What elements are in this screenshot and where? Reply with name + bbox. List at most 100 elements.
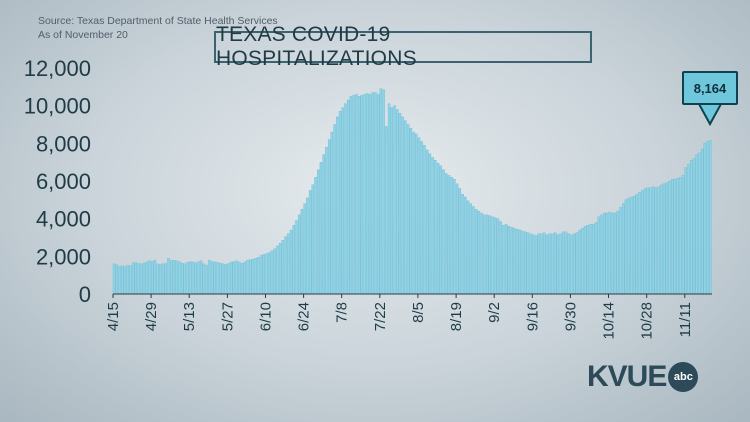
bar	[406, 124, 410, 295]
bar	[352, 95, 355, 295]
bar	[398, 113, 402, 295]
x-tick-label: 6/24	[296, 302, 313, 331]
bar	[289, 229, 293, 295]
bar	[221, 263, 225, 295]
bar	[681, 175, 685, 295]
bar	[635, 194, 639, 295]
bar	[703, 143, 707, 295]
bar	[142, 262, 146, 295]
bar	[118, 265, 121, 295]
y-axis: 0 2,000 4,000 6,000 8,000 10,000 12,000	[24, 56, 91, 307]
bar	[322, 154, 325, 295]
bar	[161, 263, 165, 295]
station-logo: KVUE abc	[587, 360, 699, 394]
bar	[630, 196, 633, 295]
x-tick-label: 5/13	[181, 302, 198, 331]
bar	[227, 263, 230, 295]
x-tick-label: 10/14	[601, 302, 618, 340]
callout-arrow-icon	[697, 103, 723, 127]
bar	[300, 209, 304, 295]
bar	[684, 167, 688, 295]
bar	[671, 178, 674, 295]
bar	[592, 224, 595, 295]
bar	[123, 266, 127, 295]
bar	[638, 192, 641, 295]
bar	[287, 233, 290, 295]
bar	[317, 169, 320, 295]
bar	[466, 200, 470, 295]
bar	[654, 187, 658, 295]
bar	[537, 233, 541, 295]
bar	[521, 230, 524, 295]
bar	[510, 226, 513, 295]
bar	[491, 216, 494, 295]
bar	[150, 261, 154, 295]
y-tick-label: 8,000	[36, 131, 91, 156]
bar	[605, 212, 609, 295]
bar	[213, 261, 217, 295]
bar	[567, 233, 570, 295]
bar	[472, 206, 475, 295]
bar	[564, 231, 568, 295]
bar	[240, 262, 244, 295]
bar	[518, 229, 521, 295]
bar	[425, 149, 429, 295]
bar	[284, 236, 287, 295]
bar	[602, 212, 606, 295]
bar	[355, 94, 358, 295]
bar	[167, 258, 170, 295]
bar	[581, 227, 584, 295]
bar	[676, 178, 679, 295]
bar	[657, 186, 660, 295]
bar	[219, 262, 222, 295]
bar	[404, 120, 407, 295]
bar	[436, 162, 440, 295]
bar	[278, 242, 282, 295]
bar	[597, 216, 600, 295]
bar	[589, 224, 592, 295]
bar	[496, 218, 500, 295]
bar	[134, 262, 138, 295]
bar	[494, 217, 497, 295]
latest-value-callout: 8,164	[682, 71, 738, 105]
bar	[529, 233, 532, 295]
bar	[229, 261, 233, 295]
bar	[651, 186, 655, 295]
bar	[431, 157, 434, 295]
bar	[281, 240, 285, 295]
bar	[349, 96, 353, 295]
bar	[559, 233, 562, 295]
bar	[453, 178, 456, 295]
bar	[649, 187, 652, 295]
bar	[121, 265, 124, 295]
bar	[295, 220, 298, 295]
bar	[611, 212, 614, 295]
x-tick-label: 7/22	[372, 302, 389, 331]
bar	[191, 261, 195, 295]
bar	[483, 214, 486, 295]
bar	[197, 261, 200, 295]
bar	[183, 263, 187, 295]
y-tick-label: 2,000	[36, 244, 91, 269]
bar	[385, 126, 388, 295]
bar	[129, 265, 132, 295]
bar	[194, 262, 197, 295]
y-tick-label: 0	[79, 282, 91, 307]
x-tick-label: 7/8	[334, 302, 351, 323]
bar	[442, 169, 445, 295]
bar	[257, 257, 260, 295]
x-tick-label: 4/29	[143, 302, 160, 331]
bar	[643, 188, 647, 295]
bar	[616, 210, 619, 295]
bar	[513, 227, 516, 295]
bar	[469, 203, 472, 295]
abc-logo-icon: abc	[668, 362, 699, 392]
bar	[624, 199, 628, 295]
as-of-line: As of November 20	[38, 29, 128, 41]
bar	[210, 261, 214, 295]
bar	[507, 226, 511, 295]
bar	[262, 254, 266, 295]
bar	[376, 94, 380, 295]
bar	[480, 212, 483, 295]
bar	[248, 259, 252, 295]
